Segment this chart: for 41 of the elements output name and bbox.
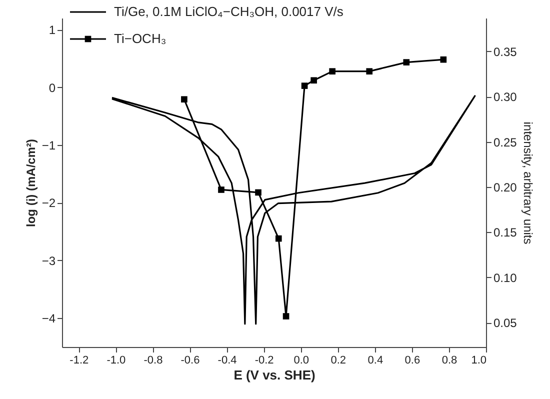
x-axis-title: E (V vs. SHE) — [234, 368, 316, 382]
x-tick-label: 0.4 — [368, 354, 384, 366]
y2-tick-label: 0.05 — [494, 316, 518, 330]
y2-tick-label: 0.15 — [494, 226, 518, 240]
y2-tick-label: 0.35 — [494, 44, 518, 59]
y-tick-label: −1 — [42, 138, 56, 152]
y-tick-label: −3 — [42, 254, 56, 268]
x-tick-label: 1.0 — [471, 354, 486, 366]
point — [403, 59, 410, 66]
point — [301, 82, 308, 89]
legend-label: Ti/Ge, 0.1M LiClO₄−CH₃OH, 0.0017 V/s — [114, 4, 344, 19]
x-tick-label: 0.0 — [294, 354, 309, 366]
y2-tick-label: 0.20 — [494, 180, 518, 195]
point — [181, 96, 188, 103]
point — [218, 186, 224, 193]
y2-tick-label: 0.30 — [494, 90, 518, 104]
x-tick-label: -0.4 — [218, 354, 237, 366]
legend-label: Ti−OCH₃ — [114, 31, 166, 46]
y2-tick-label: 0.25 — [494, 135, 518, 150]
point — [329, 68, 336, 74]
point — [282, 313, 290, 320]
point — [310, 77, 317, 84]
y2-axis-title: intensity, arbitrary units — [520, 122, 535, 244]
x-tick-label: -0.8 — [144, 354, 163, 366]
x-tick-label: 0.6 — [404, 354, 420, 366]
x-tick-label: -0.2 — [254, 354, 274, 366]
x-tick-label: 0.2 — [330, 354, 346, 366]
point — [366, 68, 373, 74]
y-tick-label: 0 — [48, 80, 56, 95]
y2-tick-label: 0.10 — [494, 270, 518, 285]
point — [440, 56, 447, 63]
x-tick-label: -1.0 — [106, 354, 126, 366]
point — [275, 235, 282, 242]
y-tick-label: −4 — [42, 312, 56, 326]
y-tick-label: 1 — [48, 23, 56, 38]
x-tick-label: -1.2 — [70, 354, 89, 366]
y-tick-label: −2 — [42, 196, 56, 210]
x-tick-label: 0.8 — [442, 354, 458, 366]
y-axis-title: log (i) (mA/cm²) — [24, 139, 38, 227]
point — [255, 189, 262, 196]
x-tick-label: -0.6 — [180, 354, 200, 366]
